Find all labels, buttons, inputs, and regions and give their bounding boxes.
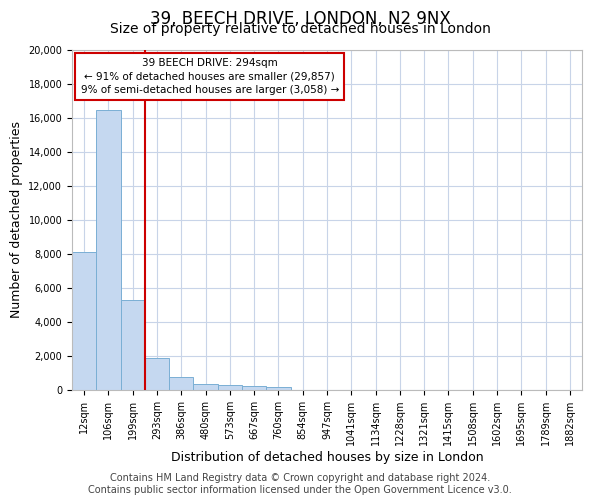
Bar — [169, 378, 193, 390]
Bar — [218, 385, 242, 390]
X-axis label: Distribution of detached houses by size in London: Distribution of detached houses by size … — [170, 451, 484, 464]
Text: Size of property relative to detached houses in London: Size of property relative to detached ho… — [110, 22, 490, 36]
Bar — [145, 358, 169, 390]
Bar — [121, 300, 145, 390]
Bar — [193, 384, 218, 390]
Bar — [72, 252, 96, 390]
Text: 39, BEECH DRIVE, LONDON, N2 9NX: 39, BEECH DRIVE, LONDON, N2 9NX — [149, 10, 451, 28]
Bar — [242, 386, 266, 390]
Bar — [96, 110, 121, 390]
Text: Contains HM Land Registry data © Crown copyright and database right 2024.
Contai: Contains HM Land Registry data © Crown c… — [88, 474, 512, 495]
Y-axis label: Number of detached properties: Number of detached properties — [10, 122, 23, 318]
Bar — [266, 386, 290, 390]
Text: 39 BEECH DRIVE: 294sqm
← 91% of detached houses are smaller (29,857)
9% of semi-: 39 BEECH DRIVE: 294sqm ← 91% of detached… — [80, 58, 339, 95]
